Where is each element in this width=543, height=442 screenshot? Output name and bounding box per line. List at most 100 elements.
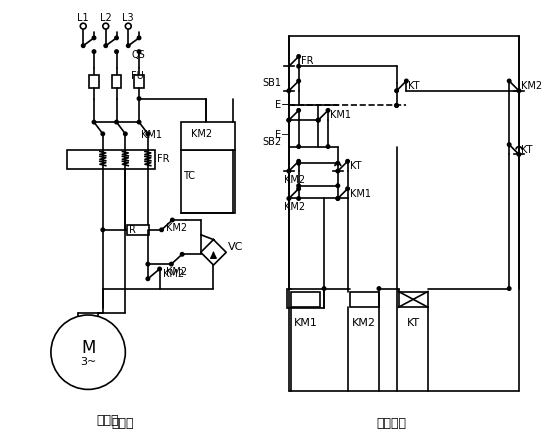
Circle shape [115,50,118,53]
Circle shape [104,44,108,47]
Circle shape [297,197,300,200]
Circle shape [92,36,96,40]
Bar [112,75,122,88]
Circle shape [287,118,291,122]
Circle shape [326,109,330,112]
Circle shape [51,315,125,389]
Circle shape [336,197,339,200]
Circle shape [297,79,300,83]
Circle shape [297,145,300,149]
Circle shape [336,161,339,165]
Bar [127,225,149,235]
Circle shape [158,267,161,271]
Text: 控制电路: 控制电路 [377,417,407,430]
Circle shape [517,152,521,156]
Text: KM1: KM1 [294,318,318,328]
Text: 主电路: 主电路 [111,417,134,430]
Circle shape [287,169,291,173]
Circle shape [297,65,300,68]
Text: TC: TC [183,171,195,181]
Circle shape [395,104,399,107]
Circle shape [297,187,300,191]
Text: KM2: KM2 [167,223,187,233]
Circle shape [146,262,150,266]
Text: KM2: KM2 [162,269,184,279]
Bar [287,289,324,308]
Text: 3~: 3~ [80,357,96,367]
Circle shape [103,23,109,29]
Circle shape [92,50,96,53]
Circle shape [323,287,326,290]
Circle shape [127,44,130,47]
Text: E: E [275,100,281,110]
Circle shape [507,143,511,146]
Circle shape [160,228,163,232]
Circle shape [405,79,408,83]
Bar [134,75,144,88]
Bar [89,75,99,88]
Circle shape [287,118,291,122]
Bar [291,292,320,307]
Circle shape [80,23,86,29]
Text: L2: L2 [100,13,112,23]
Circle shape [297,160,300,163]
Circle shape [137,50,141,53]
Bar [350,292,379,307]
Circle shape [346,160,349,163]
Circle shape [326,145,330,149]
Circle shape [517,89,521,92]
Text: QS: QS [131,50,145,60]
Text: 主电路: 主电路 [97,414,119,427]
Text: −: − [281,130,289,140]
Text: KT: KT [408,81,420,91]
Circle shape [81,44,85,47]
Circle shape [297,55,300,58]
Circle shape [125,23,131,29]
Text: M: M [81,339,96,357]
Text: SB1: SB1 [262,78,281,88]
Text: KM1: KM1 [350,189,370,198]
Circle shape [180,252,184,256]
Circle shape [377,287,381,290]
Text: KM2: KM2 [284,175,305,185]
Circle shape [507,79,511,83]
Circle shape [336,184,339,187]
Circle shape [115,120,118,124]
Text: L1: L1 [77,13,89,23]
Text: L3: L3 [122,13,134,23]
Text: KM2: KM2 [352,318,376,328]
Circle shape [115,36,118,40]
Circle shape [346,187,349,191]
Circle shape [171,218,174,222]
Circle shape [317,118,320,122]
Circle shape [137,120,141,124]
Circle shape [287,197,291,200]
Text: KT: KT [350,161,361,171]
Text: VC: VC [228,243,243,252]
Text: FR: FR [157,154,169,164]
Text: KM2: KM2 [284,202,305,212]
Circle shape [317,118,320,122]
Circle shape [101,228,105,232]
Text: KM1: KM1 [330,110,351,120]
Bar [181,122,235,149]
Text: KM2: KM2 [191,129,212,139]
Circle shape [137,36,141,40]
Circle shape [169,262,173,266]
Text: SB2: SB2 [262,137,282,147]
Circle shape [146,132,150,136]
Text: KM1: KM1 [141,130,162,140]
Circle shape [137,97,141,100]
Bar [399,292,428,307]
Text: FU: FU [131,71,144,81]
Text: KM2: KM2 [167,267,187,277]
Circle shape [101,132,105,136]
Text: R: R [129,225,136,235]
Circle shape [297,109,300,112]
Text: FR: FR [301,57,313,66]
Circle shape [297,184,300,187]
Text: −: − [281,100,291,110]
Circle shape [297,161,300,165]
Circle shape [336,169,339,173]
Text: KT: KT [521,145,533,155]
